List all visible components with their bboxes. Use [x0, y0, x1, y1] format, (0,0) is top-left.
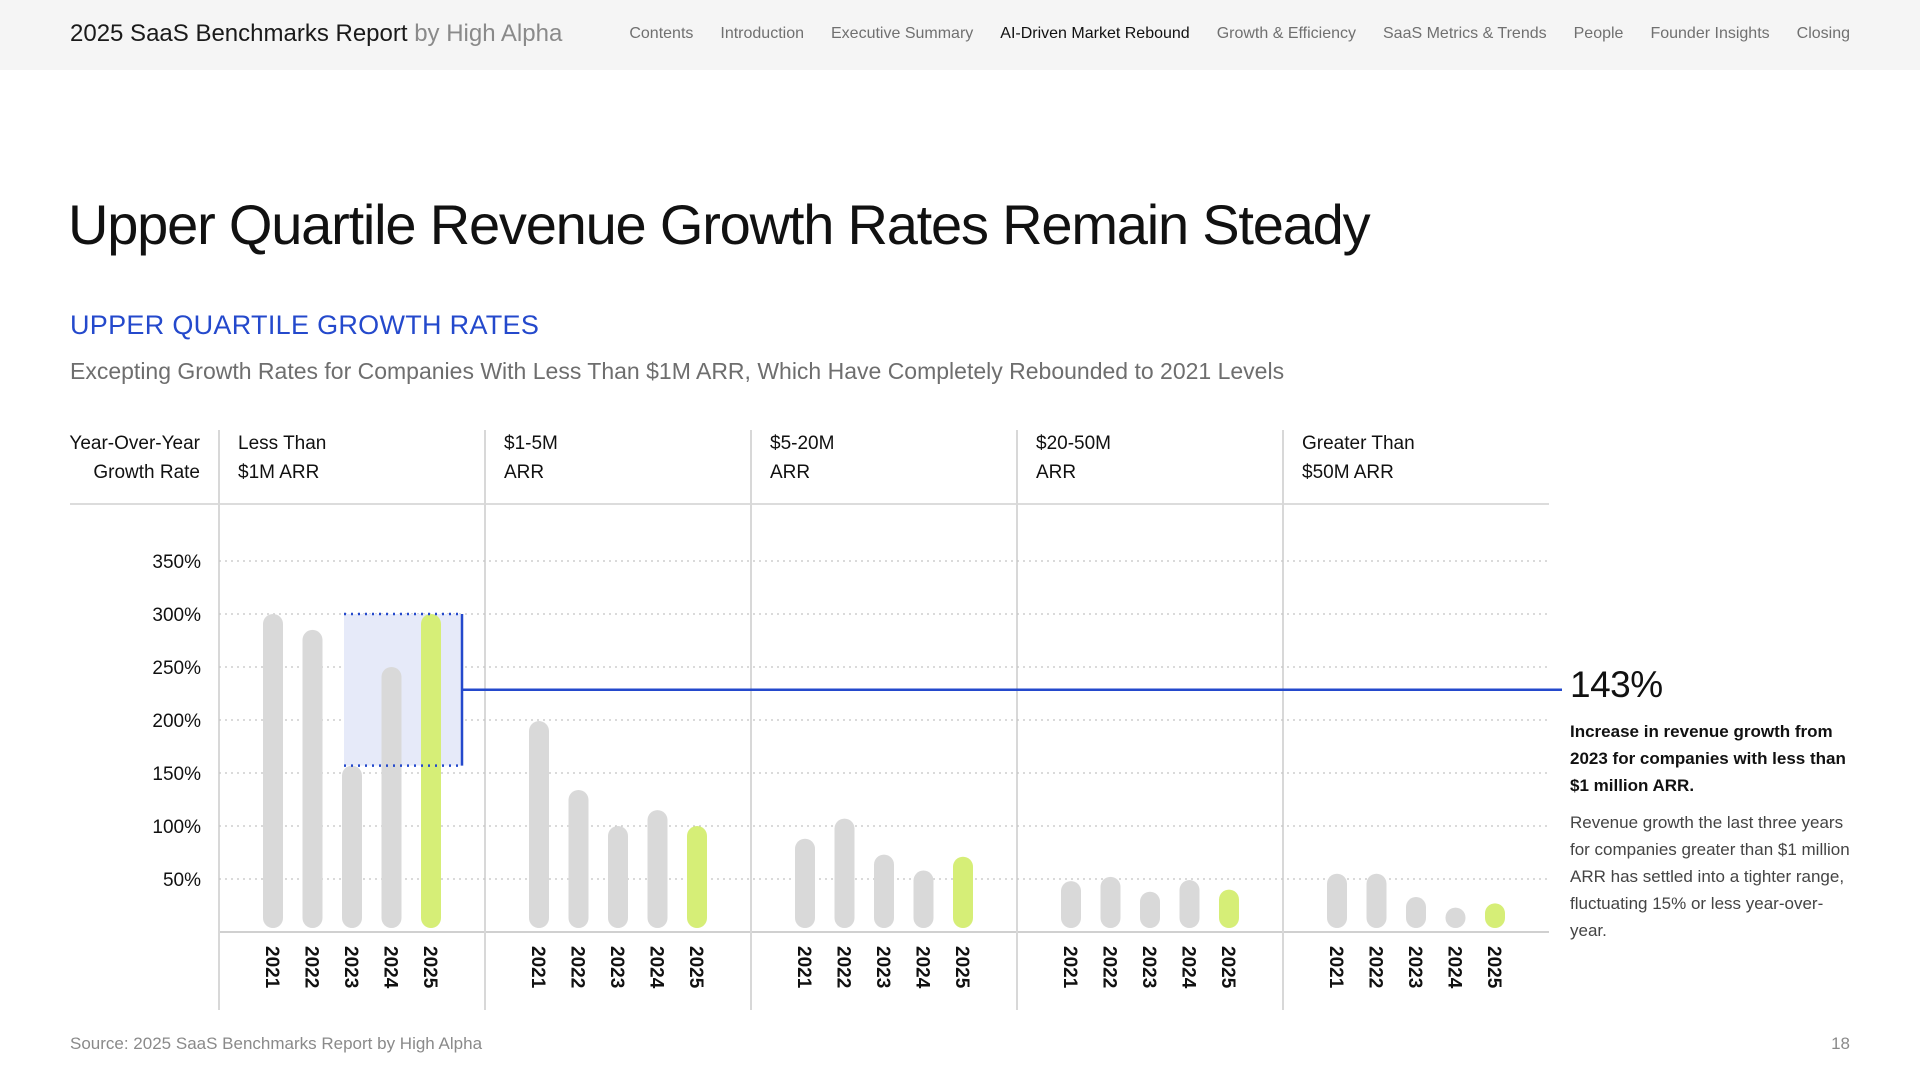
x-tick-label: 2023 — [872, 946, 893, 988]
bar-2025 — [953, 856, 973, 928]
bar-2023 — [874, 854, 894, 928]
bar-2024 — [1445, 907, 1466, 928]
page-number: 18 — [1831, 1034, 1850, 1053]
x-tick-label: 2023 — [1138, 946, 1159, 988]
nav-item-contents[interactable]: Contents — [629, 25, 694, 42]
group-label-line: Greater Than — [1302, 433, 1415, 454]
x-tick-label: 2021 — [1059, 946, 1080, 989]
report-brand[interactable]: 2025 SaaS Benchmarks Report by High Alph… — [70, 20, 562, 48]
bar-2024 — [913, 870, 934, 928]
x-tick-label: 2022 — [301, 946, 322, 988]
bar-2021 — [1061, 881, 1081, 928]
x-tick-label: 2024 — [1178, 946, 1199, 989]
y-tick-label: 50% — [163, 870, 201, 891]
bar-2025 — [1219, 889, 1239, 928]
x-tick-label: 2021 — [1325, 946, 1346, 989]
y-tick-label: 100% — [152, 817, 201, 838]
bar-2022 — [1366, 873, 1387, 928]
x-tick-label: 2024 — [646, 946, 667, 989]
nav-item-executive-summary[interactable]: Executive Summary — [831, 25, 974, 42]
x-tick-label: 2025 — [1217, 946, 1238, 989]
y-tick-label: 250% — [152, 658, 201, 679]
bar-2021 — [263, 614, 283, 928]
bar-2023 — [342, 765, 362, 928]
callout-note: Revenue growth the last three years for … — [1570, 813, 1850, 940]
x-tick-label: 2022 — [567, 946, 588, 988]
chart-subtitle: Excepting Growth Rates for Companies Wit… — [70, 358, 1285, 384]
bar-2022 — [1100, 876, 1121, 928]
callout-description: Increase in revenue growth from 2023 for… — [1570, 722, 1846, 795]
callout-panel: 143% Increase in revenue growth from 202… — [1570, 664, 1860, 944]
x-tick-label: 2022 — [833, 946, 854, 988]
group-label-line: $1M ARR — [238, 462, 319, 483]
callout-value: 143% — [1570, 664, 1663, 705]
nav-item-saas-metrics-trends[interactable]: SaaS Metrics & Trends — [1383, 25, 1547, 42]
x-tick-label: 2025 — [685, 946, 706, 989]
x-tick-label: 2025 — [419, 946, 440, 989]
bar-2022 — [834, 818, 855, 928]
group-label-line: $50M ARR — [1302, 462, 1394, 483]
y-tick-label: 300% — [152, 605, 201, 626]
group-label-line: $1-5M — [504, 433, 558, 454]
nav-item-ai-driven-market-rebound[interactable]: AI-Driven Market Rebound — [1000, 25, 1190, 42]
bar-2021 — [1327, 873, 1347, 928]
y-tick-label: 150% — [152, 764, 201, 785]
nav-item-introduction[interactable]: Introduction — [720, 25, 804, 42]
group-label-line: ARR — [770, 462, 810, 483]
bar-2024 — [1179, 880, 1200, 928]
bar-2022 — [568, 789, 589, 928]
group-label-line: $5-20M — [770, 433, 834, 454]
bar-2024 — [381, 667, 402, 928]
x-tick-label: 2023 — [606, 946, 627, 988]
y-axis-title-line: Year-Over-Year — [69, 433, 200, 454]
x-tick-label: 2025 — [951, 946, 972, 989]
group-label-line: ARR — [1036, 462, 1076, 483]
bar-2023 — [608, 826, 628, 928]
bar-2024 — [647, 810, 668, 928]
page-title: Upper Quartile Revenue Growth Rates Rema… — [68, 193, 1371, 256]
bar-2021 — [529, 721, 549, 928]
nav-item-growth-efficiency[interactable]: Growth & Efficiency — [1216, 25, 1356, 42]
bar-2025 — [1485, 903, 1505, 928]
source-note: Source: 2025 SaaS Benchmarks Report by H… — [70, 1034, 483, 1053]
nav-item-closing[interactable]: Closing — [1796, 25, 1850, 42]
y-tick-label: 200% — [152, 711, 201, 732]
y-axis-title-line: Growth Rate — [93, 462, 200, 483]
report-title: 2025 SaaS Benchmarks Report — [70, 20, 408, 47]
x-tick-label: 2025 — [1483, 946, 1504, 989]
chart-section-label: UPPER QUARTILE GROWTH RATES — [70, 310, 540, 340]
bar-2025 — [421, 614, 441, 928]
highlight-band — [344, 614, 462, 766]
group-label-line: $20-50M — [1036, 433, 1111, 454]
x-tick-label: 2022 — [1099, 946, 1120, 988]
x-tick-label: 2024 — [1444, 946, 1465, 989]
x-tick-label: 2023 — [340, 946, 361, 988]
x-tick-label: 2023 — [1404, 946, 1425, 988]
x-tick-label: 2024 — [912, 946, 933, 989]
report-publisher: by High Alpha — [414, 20, 563, 47]
x-tick-label: 2022 — [1365, 946, 1386, 988]
bar-2022 — [302, 629, 323, 928]
section-nav: Contents Introduction Executive Summary AI-… — [629, 25, 1850, 43]
bar-2021 — [795, 838, 815, 928]
x-tick-label: 2021 — [793, 946, 814, 989]
y-tick-label: 350% — [152, 552, 201, 573]
nav-item-founder-insights[interactable]: Founder Insights — [1650, 25, 1770, 42]
top-navigation-bar: 2025 SaaS Benchmarks Report by High Alph… — [0, 0, 1920, 70]
group-label-line: ARR — [504, 462, 544, 483]
x-tick-label: 2021 — [527, 946, 548, 989]
bar-2023 — [1140, 891, 1160, 928]
x-tick-label: 2021 — [261, 946, 282, 989]
bar-2025 — [687, 826, 707, 928]
group-label-line: Less Than — [238, 433, 326, 454]
x-tick-label: 2024 — [380, 946, 401, 989]
nav-item-people[interactable]: People — [1573, 25, 1624, 42]
bar-2023 — [1406, 897, 1426, 928]
